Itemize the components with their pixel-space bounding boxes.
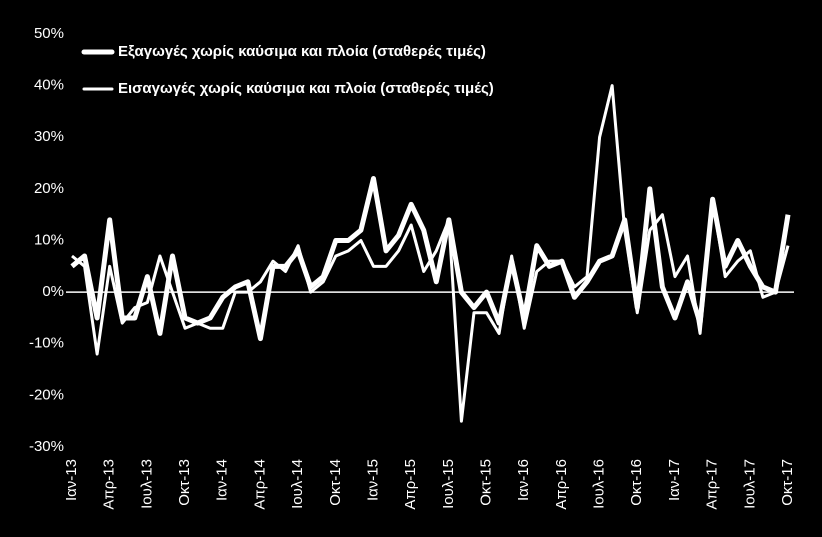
x-tick-label: Ιουλ-16 — [591, 459, 608, 509]
y-tick-label: -10% — [29, 335, 64, 352]
x-tick-label: Ιουλ-15 — [440, 459, 457, 509]
legend-label: Εξαγωγές χωρίς καύσιμα και πλοία (σταθερ… — [118, 43, 486, 60]
legend-label: Εισαγωγές χωρίς καύσιμα και πλοία (σταθε… — [118, 80, 494, 97]
y-tick-label: 10% — [34, 231, 64, 248]
x-tick-label: Οκτ-13 — [176, 459, 193, 506]
x-tick-label: Οκτ-17 — [779, 459, 796, 506]
x-tick-label: Απρ-16 — [553, 459, 570, 510]
x-tick-label: Οκτ-15 — [477, 459, 494, 506]
y-tick-label: 0% — [42, 283, 64, 300]
x-tick-label: Απρ-17 — [704, 459, 721, 510]
y-tick-label: 20% — [34, 180, 64, 197]
x-tick-label: Ιαν-13 — [63, 459, 80, 501]
x-tick-label: Ιαν-17 — [666, 459, 683, 501]
x-tick-label: Ιαν-16 — [515, 459, 532, 501]
x-tick-label: Ιουλ-13 — [138, 459, 155, 509]
x-tick-label: Απρ-14 — [251, 459, 268, 510]
x-tick-label: Ιουλ-17 — [741, 459, 758, 509]
y-tick-label: 40% — [34, 77, 64, 94]
y-tick-label: -20% — [29, 386, 64, 403]
x-tick-label: Ιαν-14 — [214, 459, 231, 501]
series-line — [71, 84, 790, 423]
x-tick-label: Ιουλ-14 — [289, 459, 306, 509]
x-tick-label: Ιαν-15 — [364, 459, 381, 501]
y-tick-label: -30% — [29, 438, 64, 455]
legend: Εξαγωγές χωρίς καύσιμα και πλοία (σταθερ… — [81, 43, 494, 97]
y-tick-label: 50% — [34, 25, 64, 42]
series-line — [70, 176, 791, 342]
x-tick-label: Οκτ-14 — [327, 459, 344, 506]
x-tick-label: Απρ-15 — [402, 459, 419, 510]
x-tick-label: Οκτ-16 — [628, 459, 645, 506]
y-tick-label: 30% — [34, 128, 64, 145]
x-tick-label: Απρ-13 — [101, 459, 118, 510]
